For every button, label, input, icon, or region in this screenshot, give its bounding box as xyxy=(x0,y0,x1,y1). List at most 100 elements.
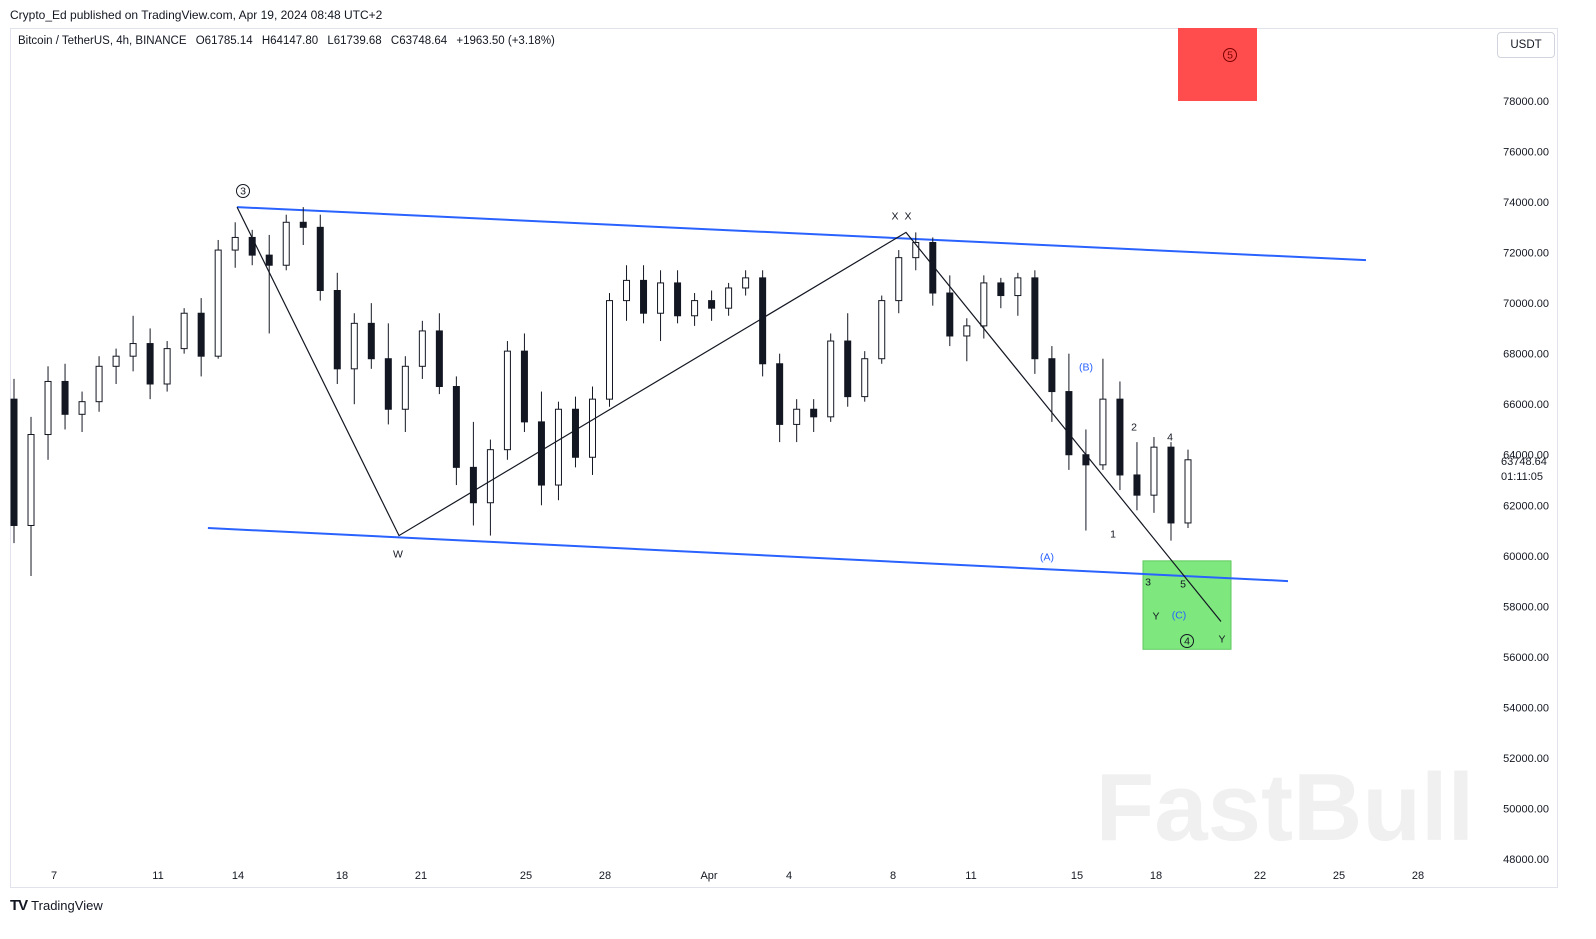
x-tick-label: 25 xyxy=(520,870,532,882)
x-tick-label: 18 xyxy=(1150,870,1162,882)
wave-label: Y xyxy=(1152,611,1159,623)
candle-body xyxy=(197,312,205,357)
wave-label-circle xyxy=(1180,634,1194,648)
candle-body xyxy=(963,325,971,337)
candle-body xyxy=(1150,446,1158,496)
x-tick-label: 14 xyxy=(232,870,244,882)
wave-label: 1 xyxy=(1110,529,1116,541)
candle-body xyxy=(1116,398,1124,476)
candle-body xyxy=(180,312,188,350)
candle-body xyxy=(520,350,528,423)
candle-body xyxy=(1099,398,1107,466)
close-value: C63748.64 xyxy=(390,35,448,47)
candle-body xyxy=(469,466,477,504)
x-tick-label: 11 xyxy=(965,870,976,882)
wave-label: W xyxy=(393,549,403,561)
candle-body xyxy=(725,287,733,309)
wave-label-circle xyxy=(236,184,250,198)
candle-body xyxy=(112,355,120,367)
y-tick-label: 78000.00 xyxy=(1503,96,1549,108)
x-tick-label: 28 xyxy=(1412,870,1424,882)
candle-body xyxy=(861,358,869,398)
wave-label: Y xyxy=(1218,634,1225,646)
x-tick-label: 18 xyxy=(336,870,348,882)
candle-body xyxy=(248,236,256,256)
candle-body xyxy=(674,282,682,317)
y-tick-label: 70000.00 xyxy=(1503,298,1549,310)
y-tick-label: 56000.00 xyxy=(1503,652,1549,664)
wave-label: (B) xyxy=(1079,362,1093,374)
wave-label: 5 xyxy=(1180,579,1186,591)
change-value: +1963.50 (+3.18%) xyxy=(456,35,555,47)
candle-body xyxy=(265,254,273,266)
x-tick-label: 28 xyxy=(599,870,611,882)
x-tick-label: 15 xyxy=(1071,870,1083,882)
current-price: 63748.64 xyxy=(1501,456,1547,468)
candle-body xyxy=(503,350,511,451)
high-value: H64147.80 xyxy=(261,35,319,47)
low-value: L61739.68 xyxy=(327,35,382,47)
candle-body xyxy=(214,249,222,357)
candle-body xyxy=(895,257,903,302)
upper-channel-line xyxy=(237,206,1367,262)
symbol-name[interactable]: Bitcoin / TetherUS, 4h, BINANCE xyxy=(18,35,187,47)
candle-body xyxy=(946,292,954,337)
y-tick-label: 62000.00 xyxy=(1503,500,1549,512)
candle-body xyxy=(316,226,324,291)
wave-label: 2 xyxy=(1131,422,1137,434)
currency-button[interactable]: USDT xyxy=(1497,32,1555,58)
candle-body xyxy=(350,322,358,370)
candle-body xyxy=(793,408,801,425)
y-tick-label: 50000.00 xyxy=(1503,803,1549,815)
candle-body xyxy=(27,434,35,526)
x-tick-label: 11 xyxy=(152,870,163,882)
candle-body xyxy=(759,277,767,365)
wave-label: 4 xyxy=(1184,636,1190,648)
candle-body xyxy=(588,398,596,458)
candle-body xyxy=(878,300,886,360)
candle-body xyxy=(282,221,290,266)
candle-body xyxy=(606,300,614,400)
watermark-text: FastBull xyxy=(1096,754,1475,861)
candle-body xyxy=(95,365,103,403)
candle-body xyxy=(571,408,579,458)
x-tick-label: 25 xyxy=(1333,870,1345,882)
candle-body xyxy=(44,380,52,436)
candle-body xyxy=(418,330,426,367)
candle-body xyxy=(554,408,562,486)
countdown-timer: 01:11:05 xyxy=(1501,471,1543,483)
y-tick-label: 54000.00 xyxy=(1503,702,1549,714)
candle-body xyxy=(1184,459,1192,524)
candle-body xyxy=(10,398,18,526)
wave-label: 4 xyxy=(1167,432,1173,444)
y-tick-label: 52000.00 xyxy=(1503,753,1549,765)
candle-body xyxy=(231,236,239,251)
x-tick-label: 4 xyxy=(786,870,792,882)
candle-body xyxy=(333,290,341,370)
candle-body xyxy=(929,241,937,294)
y-tick-label: 74000.00 xyxy=(1503,197,1549,209)
candle-body xyxy=(1048,358,1056,393)
candle-body xyxy=(657,282,665,314)
wave-swing-path xyxy=(236,206,1222,622)
candle-body xyxy=(1065,391,1073,456)
open-value: O61785.14 xyxy=(195,35,253,47)
candle-body xyxy=(912,241,920,259)
x-tick-label: 7 xyxy=(51,870,57,882)
candle-body xyxy=(486,449,494,504)
candle-body xyxy=(367,322,375,360)
y-tick-label: 48000.00 xyxy=(1503,854,1549,866)
candle-body xyxy=(691,300,699,317)
candle-body xyxy=(997,282,1005,297)
red-target-box xyxy=(1178,28,1257,101)
candle-body xyxy=(61,380,69,415)
candle-body xyxy=(1167,446,1175,524)
candle-body xyxy=(844,340,852,398)
candle-body xyxy=(1082,454,1090,466)
published-line: Crypto_Ed published on TradingView.com, … xyxy=(10,8,383,22)
candle-body xyxy=(742,277,750,289)
y-tick-label: 60000.00 xyxy=(1503,551,1549,563)
x-tick-label: Apr xyxy=(700,870,717,882)
wave-label: X xyxy=(904,211,911,223)
